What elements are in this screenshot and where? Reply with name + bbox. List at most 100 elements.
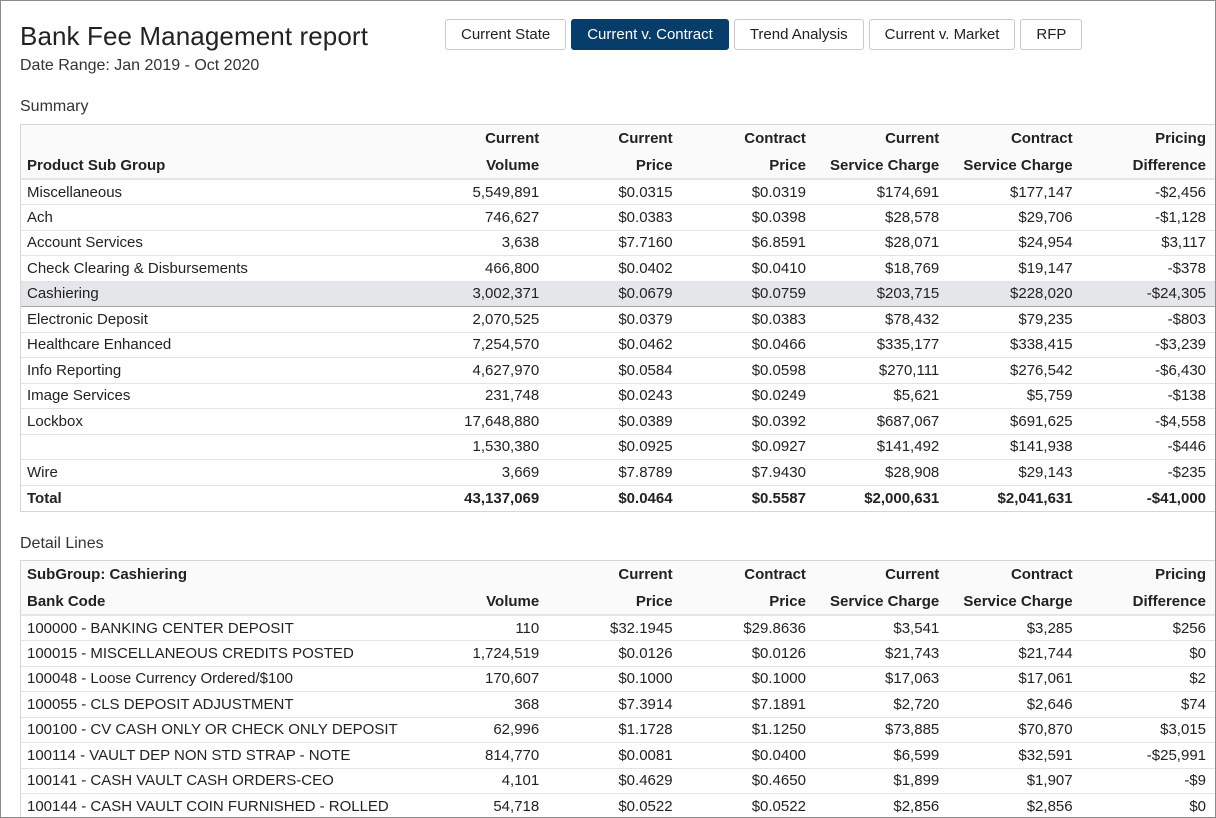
table-cell: $5,759	[951, 383, 1085, 409]
total-cell: $2,041,631	[997, 489, 1073, 507]
table-cell: $79,235	[951, 306, 1085, 333]
table-cell: $174,691	[817, 179, 952, 205]
summary-row[interactable]: Cashiering 3,002,371 $0.0679 $0.0759 $203,71…	[21, 280, 1215, 307]
table-cell: $0.0584	[551, 357, 685, 384]
table-cell: $0.0402	[551, 255, 685, 282]
table-cell: 110	[417, 615, 552, 641]
table-cell: 3,002,371	[417, 280, 552, 307]
table-cell: 100100 - CV CASH ONLY OR CHECK ONLY DEPO…	[21, 717, 418, 743]
table-cell: $0	[1084, 640, 1215, 667]
table-cell: $0.0598	[684, 357, 818, 384]
table-cell: $0.1000	[551, 666, 685, 692]
table-cell: $177,147	[951, 179, 1085, 205]
table-cell: $3,015	[1084, 717, 1215, 743]
summary-row[interactable]: Miscellaneous 5,549,891 $0.0315 $0.0319 $174…	[21, 179, 1215, 205]
table-cell: 54,718	[417, 793, 552, 817]
column-header: Pricing	[1084, 561, 1215, 588]
column-header: Current	[551, 125, 685, 152]
table-cell: -$3,239	[1084, 332, 1215, 358]
column-header: Current	[551, 561, 685, 588]
table-cell: $687,067	[817, 408, 952, 435]
detail-row[interactable]: 100048 - Loose Currency Ordered/$100 170,…	[21, 666, 1215, 692]
detail-row[interactable]: 100055 - CLS DEPOSIT ADJUSTMENT 368 $7.391…	[21, 691, 1215, 718]
table-cell: $0.0400	[684, 742, 818, 769]
table-cell: -$138	[1084, 383, 1215, 409]
column-header: Contract	[951, 561, 1085, 588]
summary-row[interactable]: Image Services 231,748 $0.0243 $0.0249 $5,62…	[21, 383, 1215, 409]
column-header: Price	[684, 588, 818, 616]
total-cell: -$41,000	[1146, 489, 1206, 507]
summary-row[interactable]: 1,530,380 $0.0925 $0.0927 $141,492 $141,938-…	[21, 434, 1215, 460]
summary-row[interactable]: Info Reporting 4,627,970 $0.0584 $0.0598 $27…	[21, 357, 1215, 384]
table-cell: -$446	[1084, 434, 1215, 460]
table-cell: 100015 - MISCELLANEOUS CREDITS POSTED	[21, 640, 418, 667]
summary-row[interactable]: Ach 746,627 $0.0383 $0.0398 $28,578 $29,706 -$…	[21, 204, 1215, 231]
table-cell: $1,899	[817, 768, 952, 794]
table-cell: $28,578	[817, 204, 952, 231]
table-cell: $70,870	[951, 717, 1085, 743]
table-cell: $18,769	[817, 255, 952, 282]
summary-row[interactable]: Wire 3,669 $7.8789 $7.9430 $28,908 $29,143 -$2…	[21, 459, 1215, 486]
column-header: Service Charge	[951, 588, 1085, 616]
table-cell: -$378	[1084, 255, 1215, 282]
table-cell: $0.0081	[551, 742, 685, 769]
column-header	[417, 561, 552, 588]
tab-current-v-contract[interactable]: Current v. Contract	[571, 19, 729, 50]
column-header: Price	[551, 588, 685, 616]
table-cell: $32,591	[951, 742, 1085, 769]
table-cell: $0.0126	[684, 640, 818, 667]
detail-row[interactable]: 100141 - CASH VAULT CASH ORDERS-CEO 4,101…	[21, 768, 1215, 794]
detail-row[interactable]: 100114 - VAULT DEP NON STD STRAP - NOTE 8…	[21, 742, 1215, 769]
table-cell: $28,908	[817, 459, 952, 486]
summary-table-panel: Current Current Contract Current Contract Pri…	[20, 124, 1215, 512]
header-row: SubGroup: Cashiering Current Contract Curre…	[21, 561, 1215, 588]
table-cell: $6,599	[817, 742, 952, 769]
table-cell: 746,627	[417, 204, 552, 231]
table-cell: $0.0522	[551, 793, 685, 817]
table-cell: 100048 - Loose Currency Ordered/$100	[21, 666, 418, 692]
column-header: Product Sub Group	[21, 152, 418, 180]
table-cell: $3,541	[817, 615, 952, 641]
tab-rfp[interactable]: RFP	[1020, 19, 1083, 50]
column-header: Difference	[1084, 152, 1215, 180]
detail-row[interactable]: 100015 - MISCELLANEOUS CREDITS POSTED 1,7…	[21, 640, 1215, 667]
summary-row[interactable]: Healthcare Enhanced 7,254,570 $0.0462 $0.04…	[21, 332, 1215, 358]
table-cell: $0.0462	[551, 332, 685, 358]
detail-row[interactable]: 100100 - CV CASH ONLY OR CHECK ONLY DEPO…	[21, 717, 1215, 743]
table-cell: $2,856	[817, 793, 952, 817]
tab-current-v-market[interactable]: Current v. Market	[868, 19, 1016, 50]
table-cell: $335,177	[817, 332, 952, 358]
summary-row[interactable]: Lockbox 17,648,880 $0.0389 $0.0392 $687,067 $…	[21, 408, 1215, 435]
detail-row[interactable]: 100144 - CASH VAULT COIN FURNISHED - ROL…	[21, 793, 1215, 817]
table-cell: $1.1728	[551, 717, 685, 743]
column-header: Volume	[417, 588, 552, 616]
table-cell: $0.0383	[551, 204, 685, 231]
table-cell: $78,432	[817, 306, 952, 333]
table-cell: $17,061	[951, 666, 1085, 692]
table-cell: $24,954	[951, 230, 1085, 256]
tab-trend-analysis[interactable]: Trend Analysis	[733, 19, 864, 50]
summary-row[interactable]: Account Services 3,638 $7.7160 $6.8591 $28,0…	[21, 230, 1215, 256]
tab-current-state[interactable]: Current State	[445, 19, 567, 50]
table-cell: $270,111	[817, 357, 952, 384]
table-cell: $0.0383	[684, 306, 818, 333]
table-cell: $2,646	[951, 691, 1085, 718]
table-cell: $0.0243	[551, 383, 685, 409]
detail-row[interactable]: 100000 - BANKING CENTER DEPOSIT 110 $32.19…	[21, 615, 1215, 641]
table-cell: $1.1250	[684, 717, 818, 743]
table-cell: $0.0249	[684, 383, 818, 409]
table-cell: $29.8636	[684, 615, 818, 641]
column-header: Price	[684, 152, 818, 180]
detail-table-panel: SubGroup: Cashiering Current Contract Curre…	[20, 560, 1215, 817]
summary-row[interactable]: Electronic Deposit 2,070,525 $0.0379 $0.038…	[21, 306, 1215, 333]
table-cell: Wire	[21, 459, 418, 486]
table-cell	[21, 434, 418, 460]
table-cell: -$24,305	[1084, 280, 1215, 307]
table-cell: $0.0522	[684, 793, 818, 817]
table-cell: 5,549,891	[417, 179, 552, 205]
table-cell: $7.7160	[551, 230, 685, 256]
table-cell: $6.8591	[684, 230, 818, 256]
summary-row[interactable]: Check Clearing & Disbursements 466,800 $0.…	[21, 255, 1215, 282]
table-cell: $0.0927	[684, 434, 818, 460]
table-cell: $256	[1084, 615, 1215, 641]
